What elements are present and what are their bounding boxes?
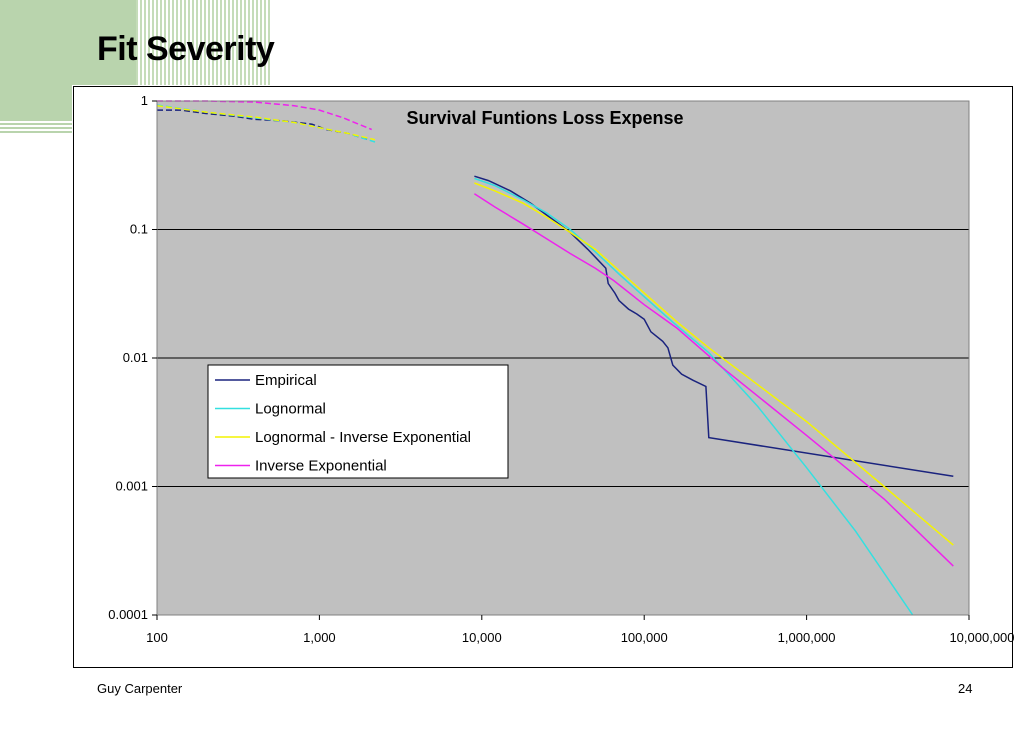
x-tick-label: 1,000 xyxy=(303,630,336,645)
y-tick-label: 1 xyxy=(141,93,148,108)
series-line-lognormal-inverse-exponential xyxy=(156,104,376,141)
legend-label: Empirical xyxy=(255,372,317,389)
legend-label: Inverse Exponential xyxy=(255,458,387,475)
series-line-inverse-exponential xyxy=(473,193,954,567)
series-line-lognormal-inverse-exponential xyxy=(474,182,954,546)
decorative-green-block xyxy=(0,0,72,133)
decorative-fade xyxy=(0,120,72,133)
legend: Empirical Lognormal Lognormal - Inverse Ex… xyxy=(207,364,509,479)
x-tick-label: 100 xyxy=(146,630,168,645)
series-line-lognormal xyxy=(474,177,914,616)
page-number: 24 xyxy=(958,681,973,696)
series-line-empirical xyxy=(474,175,954,478)
decorative-green-block-top xyxy=(72,0,136,85)
axes: 1 0.1 0.01 0.001 0.0001 100 1,000 10,000 100,000… xyxy=(108,93,1014,645)
page-title: Fit Severity xyxy=(97,30,275,68)
x-tick-label: 10,000 xyxy=(462,630,502,645)
x-tick-label: 100,000 xyxy=(621,630,668,645)
y-tick-label: 0.001 xyxy=(115,479,148,494)
footer-author: Guy Carpenter xyxy=(97,681,183,696)
series-layer xyxy=(156,100,954,616)
y-tick-label: 0.01 xyxy=(123,350,148,365)
decorative-stripes xyxy=(136,0,270,85)
legend-label: Lognormal xyxy=(255,401,326,418)
y-tick-label: 0.1 xyxy=(130,222,148,237)
x-tick-label: 1,000,000 xyxy=(778,630,836,645)
legend-label: Lognormal - Inverse Exponential xyxy=(255,429,471,446)
chart-title: Survival Funtions Loss Expense xyxy=(406,108,683,128)
legend-box xyxy=(207,364,509,479)
y-tick-label: 0.0001 xyxy=(108,607,148,622)
x-tick-label: 10,000,000 xyxy=(949,630,1014,645)
